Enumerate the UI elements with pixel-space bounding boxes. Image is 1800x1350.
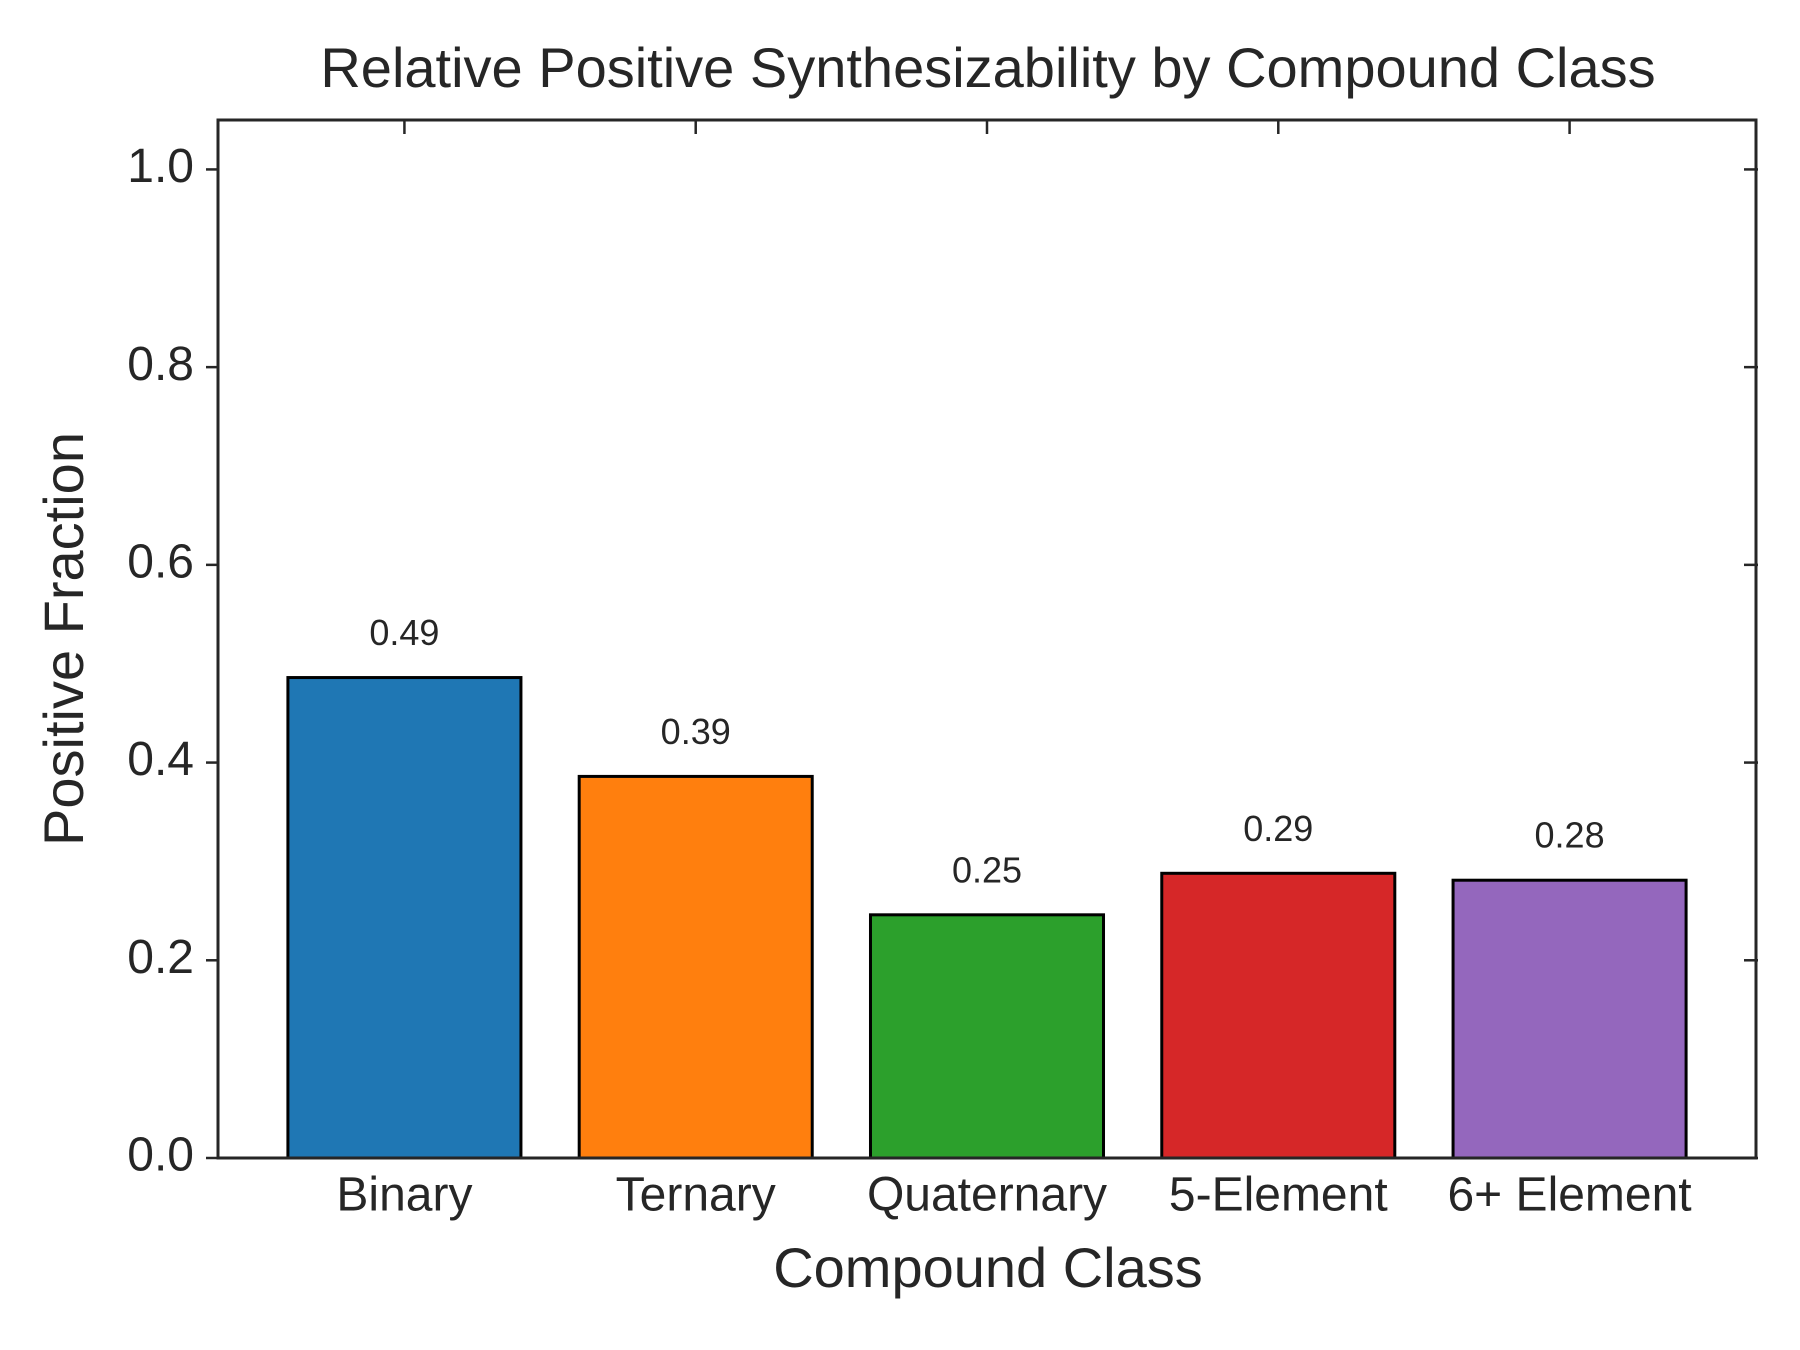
value-label: 0.28 <box>1535 815 1605 856</box>
x-tick-label: 5-Element <box>1169 1169 1388 1222</box>
y-tick-label: 0.0 <box>127 1129 194 1182</box>
x-tick-label: Ternary <box>616 1169 776 1222</box>
y-tick-label: 0.6 <box>127 536 194 589</box>
value-label: 0.29 <box>1243 808 1313 849</box>
bar <box>286 676 523 1160</box>
plot-frame <box>216 118 1758 1160</box>
bar <box>577 774 814 1160</box>
x-axis-label: Compound Class <box>773 1236 1203 1299</box>
value-label: 0.25 <box>952 849 1022 890</box>
y-tick-label: 1.0 <box>127 140 194 193</box>
y-tick-label: 0.4 <box>127 733 194 786</box>
value-label: 0.49 <box>369 612 439 653</box>
chart-title: Relative Positive Synthesizability by Co… <box>320 36 1655 99</box>
y-axis-label: Positive Fraction <box>32 432 95 846</box>
bar <box>1160 871 1397 1160</box>
bar <box>1451 878 1688 1160</box>
x-tick-label: 6+ Element <box>1447 1169 1691 1222</box>
value-label: 0.39 <box>661 711 731 752</box>
y-tick-label: 0.2 <box>127 931 194 984</box>
bar <box>868 913 1106 1160</box>
x-tick-label: Binary <box>336 1169 472 1222</box>
y-tick-label: 0.8 <box>127 338 194 391</box>
x-tick-label: Quaternary <box>867 1169 1107 1222</box>
